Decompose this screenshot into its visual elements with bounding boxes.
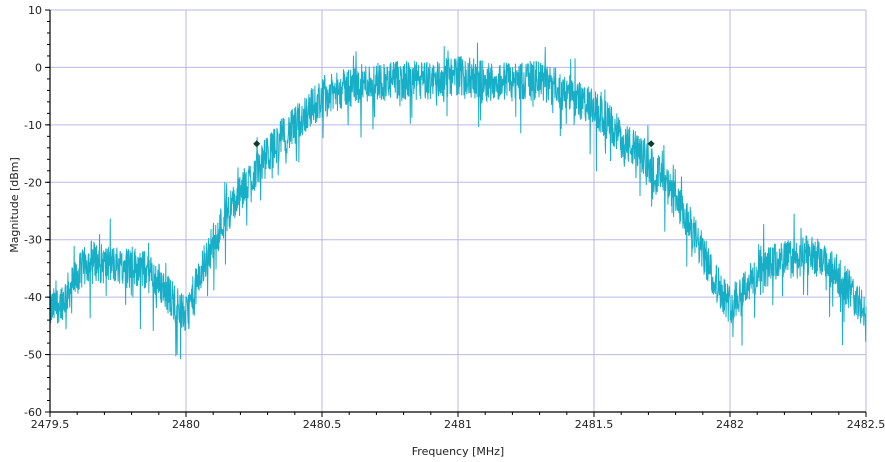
marker-diamond [647, 140, 655, 148]
y-tick-label: -50 [24, 349, 42, 362]
x-tick-label: 2482.5 [847, 418, 885, 431]
y-axis-title: Magnitude [dBm] [8, 157, 21, 253]
markers [253, 140, 655, 148]
y-tick-label: -60 [24, 406, 42, 419]
y-tick-label: 10 [28, 4, 42, 17]
spectrum-trace [49, 42, 867, 360]
axes [45, 9, 867, 417]
marker-diamond [253, 140, 261, 148]
x-tick-label: 2480 [172, 418, 200, 431]
x-tick-label: 2480.5 [303, 418, 342, 431]
trace-group [49, 42, 867, 360]
y-tick-label: -20 [24, 176, 42, 189]
x-axis-title: Frequency [MHz] [412, 445, 504, 458]
y-tick-label: -40 [24, 291, 42, 304]
x-tick-label: 2481.5 [575, 418, 614, 431]
y-tick-label: -10 [24, 119, 42, 132]
tick-labels: 2479.5 2480 2480.5 2481 2481.5 2482 2482.5 10 0 -… [24, 4, 885, 431]
x-tick-label: 2482 [716, 418, 744, 431]
x-tick-label: 2481 [444, 418, 472, 431]
x-tick-label: 2479.5 [31, 418, 70, 431]
y-tick-label: -30 [24, 234, 42, 247]
y-tick-label: 0 [35, 61, 42, 74]
